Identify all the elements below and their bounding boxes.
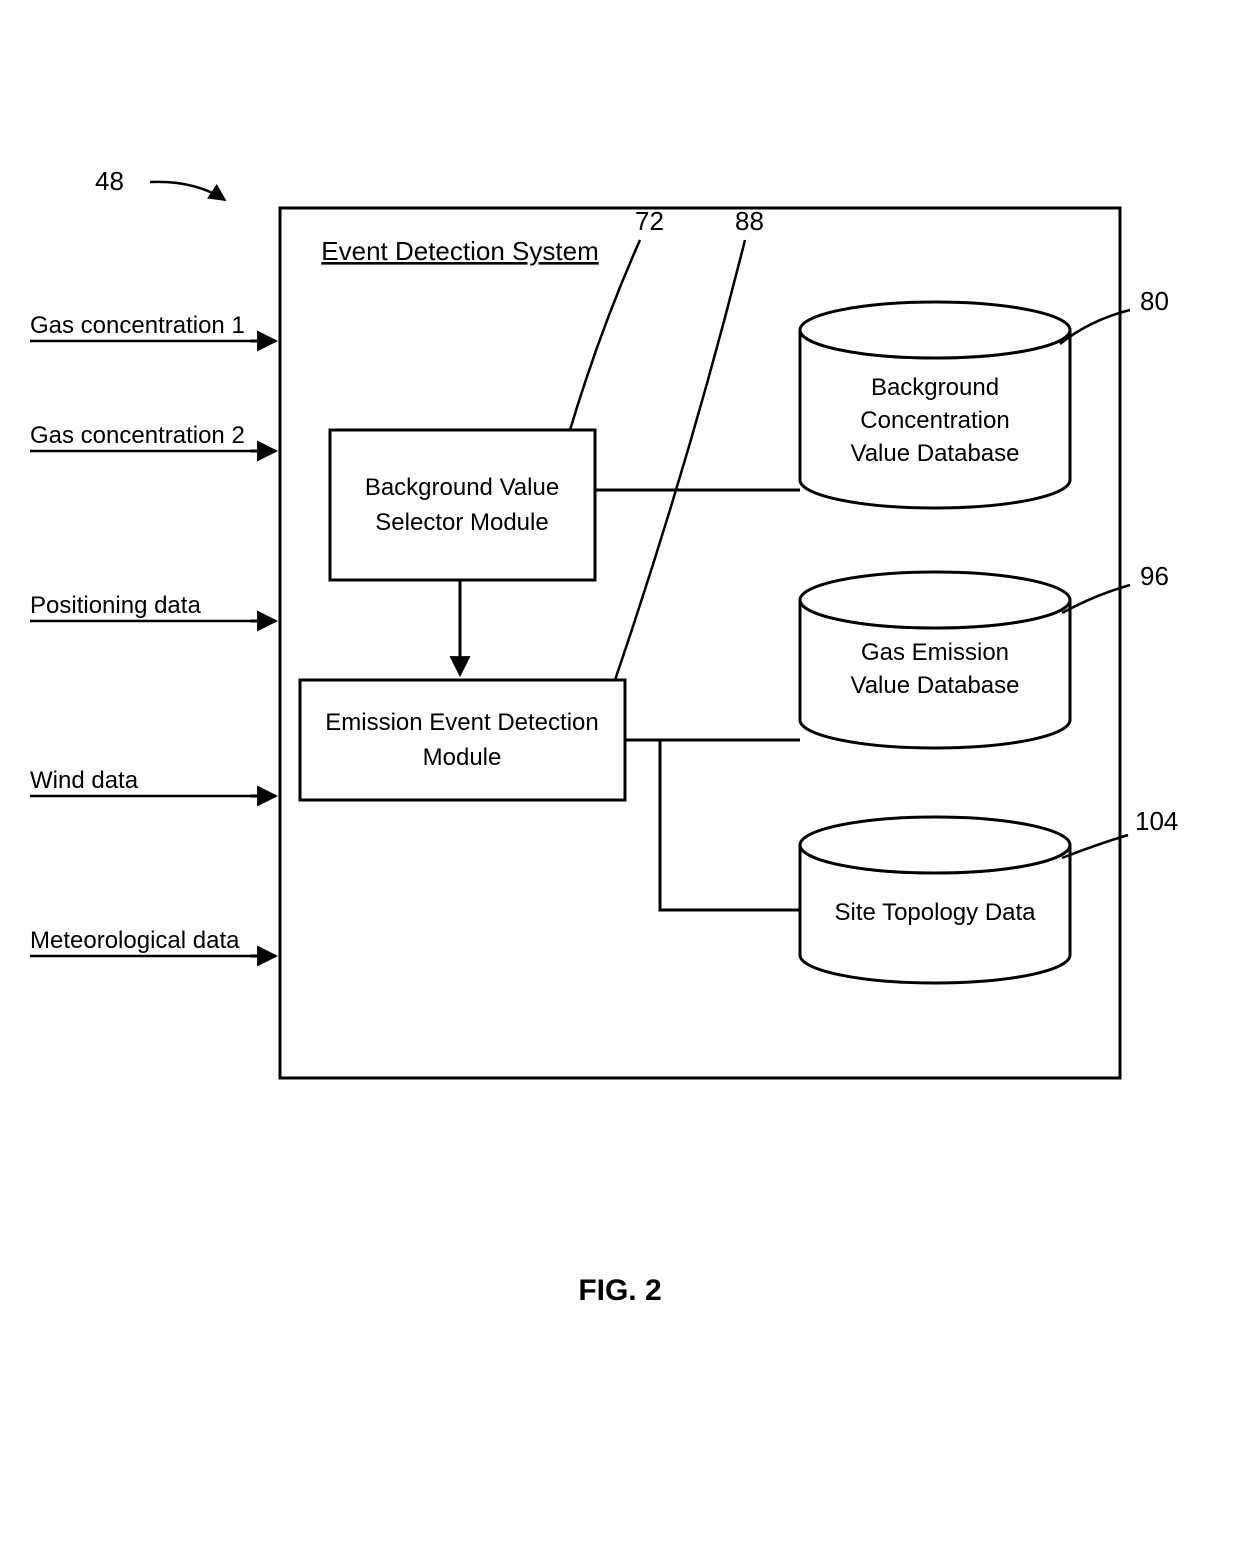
ref-104: 104 [1135, 806, 1178, 836]
bg-selector-box [330, 430, 595, 580]
topo-db-line1: Site Topology Data [834, 899, 1036, 926]
input-label-3: Wind data [30, 767, 139, 794]
emis-db-line2: Value Database [850, 672, 1019, 699]
inputs-group: Gas concentration 1 Gas concentration 2 Po… [30, 312, 276, 956]
diagram-canvas: 48 Event Detection System Gas concentrat… [0, 0, 1240, 1566]
bg-db-line1: Background [871, 374, 999, 401]
topo-db: Site Topology Data [800, 817, 1070, 983]
ref-72: 72 [635, 206, 664, 236]
ref-main-arrow [150, 182, 225, 200]
input-label-4: Meteorological data [30, 927, 240, 954]
bg-db-line2: Concentration [860, 407, 1009, 434]
ref-main: 48 [95, 166, 124, 196]
system-title: Event Detection System [321, 236, 598, 266]
event-detect-line2: Module [423, 744, 502, 771]
ref-88: 88 [735, 206, 764, 236]
input-label-0: Gas concentration 1 [30, 312, 245, 339]
input-label-1: Gas concentration 2 [30, 422, 245, 449]
ref-80: 80 [1140, 286, 1169, 316]
event-detect-line1: Emission Event Detection [325, 709, 598, 736]
bg-db: Background Concentration Value Database [800, 302, 1070, 508]
ref-96: 96 [1140, 561, 1169, 591]
emis-db-line1: Gas Emission [861, 639, 1009, 666]
bg-selector-line2: Selector Module [375, 509, 548, 536]
bg-selector-line1: Background Value [365, 474, 559, 501]
input-label-2: Positioning data [30, 592, 201, 619]
bg-db-line3: Value Database [850, 440, 1019, 467]
figure-caption: FIG. 2 [578, 1274, 661, 1307]
emis-db: Gas Emission Value Database [800, 572, 1070, 748]
event-detect-box [300, 680, 625, 800]
